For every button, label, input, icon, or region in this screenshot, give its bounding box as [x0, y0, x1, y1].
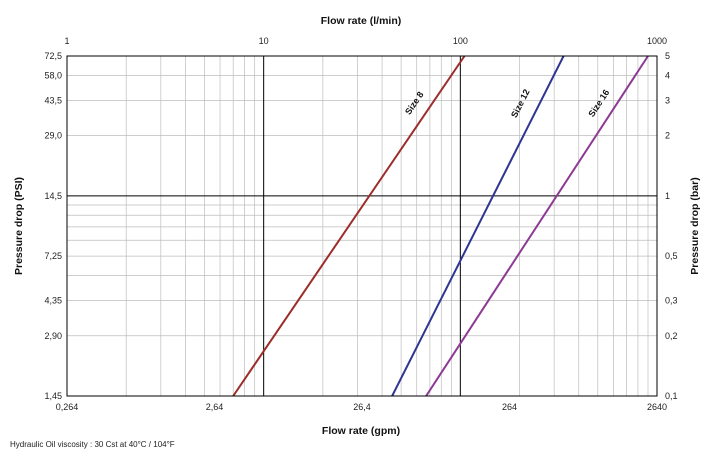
right-y-tick-label: 3 [665, 95, 670, 105]
left-y-tick-label: 2,90 [44, 331, 62, 341]
bottom-axis-title: Flow rate (gpm) [322, 425, 400, 437]
right-y-tick-label: 5 [665, 51, 670, 61]
right-y-tick-label: 0,1 [665, 391, 678, 401]
bottom-x-tick-label: 0,264 [56, 402, 79, 412]
top-x-tick-label: 10 [259, 36, 269, 46]
top-x-tick-label: 100 [453, 36, 468, 46]
major-gridlines [67, 56, 657, 396]
left-y-tick-label: 29,0 [44, 131, 62, 141]
bottom-x-tick-label: 2640 [647, 402, 667, 412]
right-y-tick-label: 0,2 [665, 331, 678, 341]
series-line-1 [232, 55, 466, 397]
bottom-x-tick-label: 264 [502, 402, 517, 412]
bottom-x-tick-label: 2,64 [206, 402, 224, 412]
left-y-tick-label: 58,0 [44, 70, 62, 80]
series-label-3: Size 16 [586, 88, 611, 119]
left-axis-title: Pressure drop (PSI) [13, 177, 25, 275]
series-label-1: Size 8 [403, 90, 426, 117]
left-y-tick-label: 1,45 [44, 391, 62, 401]
left-y-tick-label: 7,25 [44, 251, 62, 261]
top-axis-title: Flow rate (l/min) [321, 15, 402, 27]
tick-labels: 1 10 100 1000 0,264 2,64 26,4 264 2640 1,45 2,90 4,… [44, 36, 677, 412]
minor-gridlines [67, 56, 657, 396]
right-axis-title: Pressure drop (bar) [689, 177, 701, 274]
top-x-tick-label: 1 [64, 36, 69, 46]
plot-border [66, 55, 658, 397]
left-y-tick-label: 43,5 [44, 95, 62, 105]
series-label-2: Size 12 [509, 88, 532, 120]
series-line-3 [425, 55, 649, 397]
left-y-tick-label: 72,5 [44, 51, 62, 61]
series-line-2 [391, 55, 565, 397]
right-y-tick-label: 1 [665, 191, 670, 201]
top-x-tick-label: 1000 [647, 36, 667, 46]
series-lines [232, 55, 649, 397]
left-y-tick-label: 4,35 [44, 296, 62, 306]
bottom-x-tick-label: 26,4 [353, 402, 371, 412]
right-y-tick-label: 0,5 [665, 251, 678, 261]
viscosity-footnote: Hydraulic Oil viscosity : 30 Cst at 40°C… [10, 440, 175, 449]
right-y-tick-label: 2 [665, 131, 670, 141]
flow-pressure-chart: 1 10 100 1000 0,264 2,64 26,4 264 2640 1,45 2,90 4,… [13, 15, 701, 437]
right-y-tick-label: 0,3 [665, 296, 678, 306]
left-y-tick-label: 14,5 [44, 191, 62, 201]
right-y-tick-label: 4 [665, 70, 670, 80]
